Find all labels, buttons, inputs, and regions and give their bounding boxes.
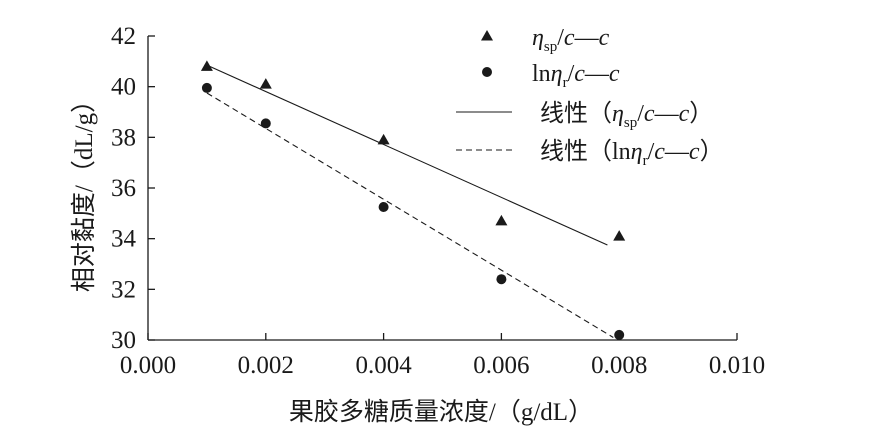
circle-point	[260, 118, 271, 129]
legend-label-part: /	[648, 139, 655, 165]
legend-label-part: c	[679, 101, 690, 127]
y-axis-label: 相对黏度/（dL/g）	[70, 88, 98, 292]
triangle-point	[495, 214, 508, 226]
y-tick-label: 40	[111, 74, 136, 101]
y-tick-label: 38	[111, 124, 136, 151]
legend-label-part: η	[631, 139, 643, 165]
fit-lines	[206, 64, 614, 338]
y-tick-label: 30	[111, 327, 136, 354]
y-tick-label: 32	[111, 276, 136, 303]
legend-label: ηsp/c—c	[532, 25, 610, 55]
fit-line-solid	[206, 64, 608, 246]
legend-label-part: sp	[544, 39, 557, 55]
circle-point	[614, 329, 625, 340]
legend-label: 线性（lnηr/c—c）	[540, 138, 724, 169]
legend-label-part: —	[574, 25, 600, 51]
legend-label-part: c	[654, 139, 665, 165]
legend-label-part: ln	[612, 139, 631, 165]
legend-label: 线性（ηsp/c—c）	[540, 100, 713, 131]
legend-label-part: —	[654, 101, 680, 127]
triangle-point	[200, 60, 213, 71]
legend-label-part: /	[637, 101, 644, 127]
x-tick-label: 0.000	[120, 352, 176, 379]
legend-label-part: 线性（	[540, 100, 612, 127]
triangle-point	[259, 78, 272, 89]
legend-label-part: ）	[689, 101, 713, 127]
triangle-point	[613, 230, 626, 241]
legend-circle-marker	[482, 67, 492, 77]
legend-label-part: sp	[624, 115, 637, 131]
legend-label-part: 线性（	[540, 138, 612, 165]
legend-label-part: —	[584, 61, 610, 87]
fit-line-dashed	[206, 92, 614, 338]
legend-label-part: —	[664, 139, 690, 165]
legend-label-part: c	[609, 61, 620, 87]
axes: 30 32 34 36 38 40 42 0.000 0.002 0.004 0.006 0.008 0…	[111, 23, 765, 379]
circle-point	[378, 202, 389, 212]
legend-label-part: c	[689, 139, 700, 165]
x-tick-label: 0.004	[355, 352, 412, 379]
legend-label-part: η	[612, 101, 624, 127]
x-tick-label: 0.010	[709, 352, 765, 379]
legend-label-part: r	[563, 75, 568, 91]
triangle-point	[377, 133, 390, 145]
legend-label-part: /	[557, 25, 564, 51]
legend-label-part: c	[599, 25, 610, 51]
legend-label-part: c	[574, 61, 585, 87]
legend-label-part: η	[551, 61, 563, 87]
x-tick-label: 0.008	[591, 352, 647, 379]
legend-label-part: ln	[532, 61, 551, 87]
legend-label-part: c	[644, 101, 655, 127]
x-tick-label: 0.002	[238, 352, 294, 379]
legend-triangle-marker	[481, 30, 493, 41]
legend-label-part: c	[564, 25, 575, 51]
y-tick-label: 34	[111, 226, 137, 253]
x-tick-label: 0.006	[473, 352, 529, 379]
legend-label-part: ）	[700, 139, 724, 165]
data-points	[200, 60, 626, 340]
x-axis-label: 果胶多糖质量浓度/（g/dL）	[289, 398, 593, 426]
legend-label: lnηr/c—c	[532, 61, 620, 91]
circle-point	[201, 82, 212, 93]
legend-label-part: η	[532, 25, 544, 51]
y-tick-label: 36	[111, 175, 136, 202]
legend-label-part: r	[643, 153, 648, 169]
circle-point	[496, 274, 507, 285]
y-tick-label: 42	[111, 23, 136, 50]
legend-label-part: /	[568, 61, 575, 87]
